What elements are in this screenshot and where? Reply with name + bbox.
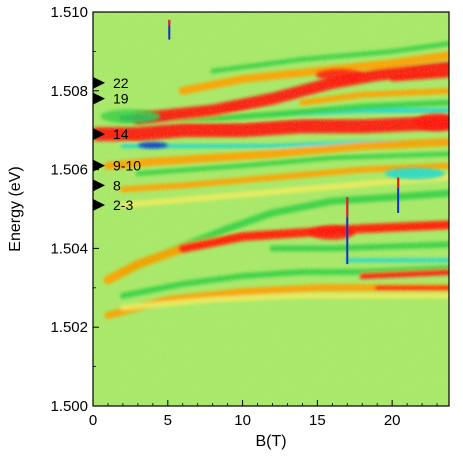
marker-arrow-1 (93, 92, 105, 105)
x-tick-label-3: 15 (309, 412, 326, 429)
marker-arrow-2 (93, 128, 105, 141)
y-tick-label-4: 1.508 (50, 83, 88, 100)
x-axis: 0 5 10 15 20 (89, 400, 438, 429)
marker-label-2: 14 (113, 126, 129, 142)
plot-grain (93, 12, 449, 406)
marker-arrow-0 (93, 76, 105, 89)
marker-arrow-5 (93, 199, 105, 212)
x-tick-label-2: 10 (234, 412, 251, 429)
y-axis-title: Energy (eV) (7, 166, 24, 251)
marker-arrow-4 (93, 179, 105, 192)
x-tick-label-4: 20 (384, 412, 401, 429)
x-tick-label-0: 0 (89, 412, 97, 429)
marker-label-5: 2-3 (113, 197, 133, 213)
marker-label-4: 8 (113, 177, 121, 193)
y-tick-label-3: 1.506 (50, 162, 88, 179)
y-tick-label-1: 1.502 (50, 319, 88, 336)
spike-artifacts (168, 19, 400, 265)
y-axis: 1.500 1.502 1.504 1.506 1.508 1.510 (50, 4, 99, 415)
y-tick-label-5: 1.510 (50, 4, 88, 21)
marker-arrow-3 (93, 159, 105, 172)
marker-label-3: 9-10 (113, 158, 141, 174)
y-tick-label-2: 1.504 (50, 240, 88, 257)
x-tick-label-1: 5 (164, 412, 172, 429)
marker-label-1: 19 (113, 91, 129, 107)
x-axis-title: B(T) (255, 433, 286, 450)
y-tick-label-0: 1.500 (50, 398, 88, 415)
marker-label-0: 22 (113, 75, 129, 91)
